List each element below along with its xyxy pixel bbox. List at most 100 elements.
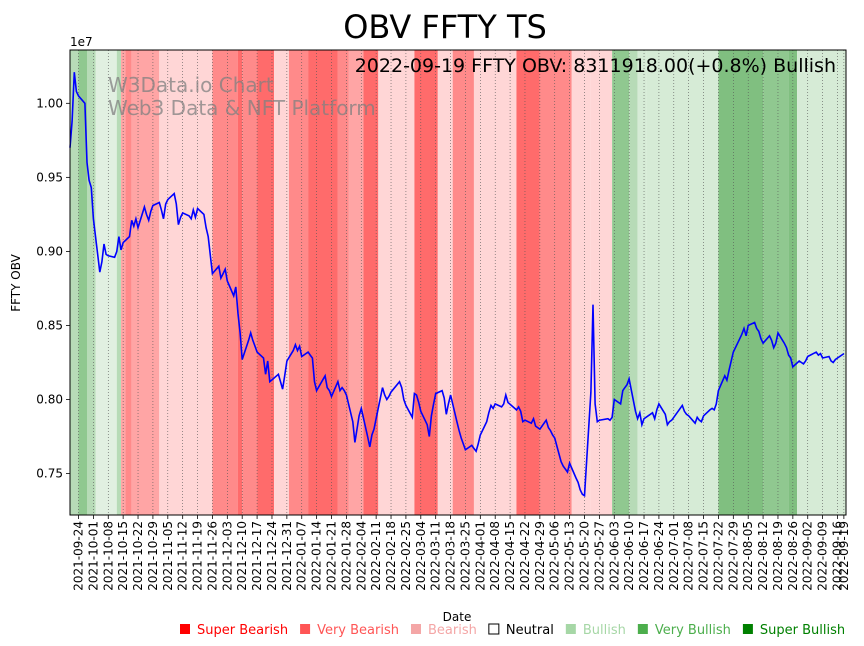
regime-band-bullish — [87, 50, 96, 515]
regime-band-very-bearish — [452, 50, 474, 515]
regime-band-bullish — [629, 50, 638, 515]
regime-band-light-bearish — [571, 50, 591, 515]
x-tick-label: 2022-07-15 — [697, 521, 711, 591]
legend-item: Bearish — [410, 623, 477, 638]
regime-band-light-bearish — [590, 50, 613, 515]
regime-band-light-bearish — [159, 50, 213, 515]
legend-label: Super Bullish — [760, 623, 845, 638]
legend-item: Very Bearish — [300, 623, 399, 638]
x-axis-label: Date — [443, 610, 472, 624]
legend: Super Bearish Very Bearish Bearish Neutral B… — [180, 623, 845, 638]
x-tick-label: 2022-05-06 — [548, 521, 562, 591]
legend-label: Bearish — [428, 623, 477, 638]
x-tick-label: 2022-04-22 — [518, 521, 532, 591]
legend-item: Neutral — [488, 623, 554, 638]
x-tick-label: 2022-04-08 — [488, 521, 502, 591]
y-multiplier: 1e7 — [70, 35, 93, 49]
regime-band-light-bullish — [646, 50, 719, 515]
vertical-gridlines — [78, 50, 845, 515]
legend-item: Bullish — [565, 623, 626, 638]
regime-band-super-bearish — [237, 50, 243, 515]
x-tick-label: 2022-06-17 — [637, 521, 651, 591]
y-axis: 0.75 0.80 0.85 0.90 0.95 1.00 — [36, 96, 70, 481]
regime-band-bearish — [348, 50, 364, 515]
regime-band-super-bearish — [257, 50, 275, 515]
legend-label: Very Bearish — [317, 623, 399, 638]
x-tick-label: 2021-12-24 — [265, 521, 279, 591]
x-tick-label: 2022-04-01 — [473, 521, 487, 591]
x-tick-label: 2022-03-18 — [444, 521, 458, 591]
x-tick-label: 2022-05-27 — [592, 521, 606, 591]
x-tick-label: 2021-12-31 — [280, 521, 294, 591]
regime-band-bearish — [121, 50, 126, 515]
x-tick-label: 2021-10-15 — [116, 521, 130, 591]
regime-band-light-bearish — [274, 50, 289, 515]
regime-band-light-bullish — [637, 50, 647, 515]
x-tick-label: 2021-12-03 — [220, 521, 234, 591]
watermark-line-2: Web3 Data & NFT Platform — [108, 96, 376, 120]
x-tick-label: 2022-01-21 — [325, 521, 339, 591]
x-tick-label: 2022-03-04 — [414, 521, 428, 591]
x-tick-label: 2022-02-11 — [369, 521, 383, 591]
x-tick-label: 2022-03-25 — [458, 521, 472, 591]
x-tick-label: 2022-07-22 — [711, 521, 725, 591]
obv-line — [69, 72, 845, 498]
x-tick-label: 2021-11-05 — [161, 521, 175, 591]
x-tick-label: 2022-05-20 — [577, 521, 591, 591]
regime-band-very-bearish — [125, 50, 132, 515]
x-tick-label: 2022-06-10 — [622, 521, 636, 591]
legend-swatch — [637, 624, 648, 634]
regime-band-very-bullish — [763, 50, 789, 515]
x-tick-label: 2022-07-29 — [726, 521, 740, 591]
y-tick-label: 0.95 — [36, 170, 63, 184]
x-tick-label: 2022-09-02 — [801, 521, 815, 591]
legend-swatch — [565, 624, 576, 634]
x-tick-label: 2021-12-10 — [235, 521, 249, 591]
legend-swatch — [300, 624, 311, 634]
y-tick-label: 0.75 — [36, 467, 63, 481]
legend-item: Super Bearish — [180, 623, 288, 638]
x-tick-label: 2022-08-05 — [741, 521, 755, 591]
x-tick-label: 2022-04-15 — [503, 521, 517, 591]
regime-band-very-bullish — [612, 50, 630, 515]
regime-band-super-bearish — [363, 50, 379, 515]
watermark-line-1: W3Data.io Chart — [108, 73, 274, 97]
legend-swatch — [180, 624, 190, 634]
legend-label: Neutral — [506, 623, 554, 638]
regime-band-super-bearish — [414, 50, 438, 515]
regime-band-super-bullish — [788, 50, 798, 515]
regime-bands — [70, 50, 846, 515]
legend-swatch — [410, 624, 421, 634]
x-tick-label: 2021-10-01 — [86, 521, 100, 591]
regime-band-light-bullish — [797, 50, 846, 515]
regime-band-neutral-light — [95, 50, 117, 515]
legend-label: Bullish — [583, 623, 626, 638]
chart-title: OBV FFTY TS — [343, 8, 547, 46]
x-tick-label: 2022-03-11 — [429, 521, 443, 591]
x-tick-label: 2022-09-09 — [816, 521, 830, 591]
watermark: W3Data.io Chart Web3 Data & NFT Platform — [108, 73, 376, 120]
legend-label: Very Bullish — [655, 623, 731, 638]
x-tick-label: 2022-08-19 — [771, 521, 785, 591]
y-axis-label: FFTY OBV — [9, 253, 23, 311]
x-tick-label: 2022-08-12 — [756, 521, 770, 591]
x-tick-label: 2022-01-28 — [339, 521, 353, 591]
x-tick-label: 2022-06-03 — [607, 521, 621, 591]
y-tick-label: 1.00 — [36, 96, 63, 110]
x-tick-label: 2022-02-18 — [384, 521, 398, 591]
regime-band-very-bearish — [337, 50, 349, 515]
y-tick-label: 0.80 — [36, 392, 63, 406]
x-tick-label: 2021-11-12 — [176, 521, 190, 591]
x-tick-label: 2022-09-19 — [837, 521, 851, 591]
regime-band-bullish — [116, 50, 122, 515]
x-tick-label: 2022-02-04 — [354, 521, 368, 591]
latest-value-annotation: 2022-09-19 FFTY OBV: 8311918.00(+0.8%) B… — [355, 55, 836, 77]
regime-band-bearish — [131, 50, 160, 515]
x-tick-label: 2022-06-24 — [652, 521, 666, 591]
x-tick-label: 2022-01-14 — [310, 521, 324, 591]
x-tick-label: 2022-02-25 — [399, 521, 413, 591]
x-tick-label: 2022-04-29 — [533, 521, 547, 591]
regime-band-super-bearish — [308, 50, 338, 515]
x-tick-label: 2021-10-22 — [131, 521, 145, 591]
regime-band-very-bullish — [78, 50, 88, 515]
